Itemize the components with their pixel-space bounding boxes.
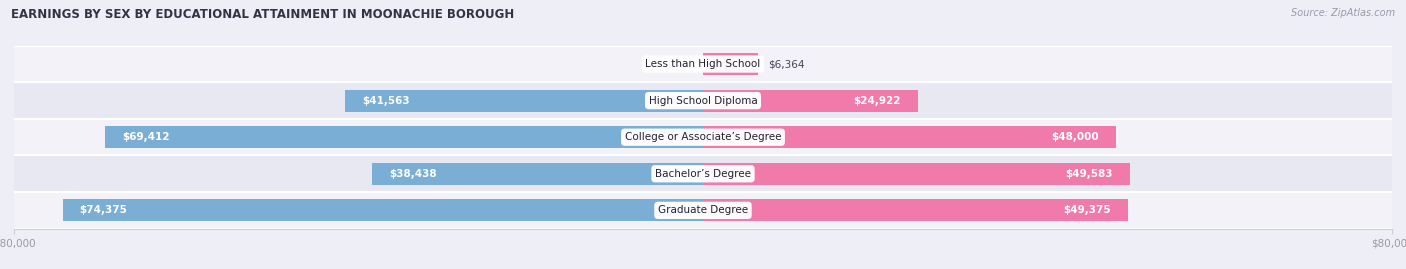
Text: Less than High School: Less than High School: [645, 59, 761, 69]
Bar: [373, 163, 703, 185]
Text: $24,922: $24,922: [853, 95, 900, 106]
Text: $38,438: $38,438: [389, 169, 437, 179]
Text: High School Diploma: High School Diploma: [648, 95, 758, 106]
Text: $6,364: $6,364: [768, 59, 804, 69]
Text: $74,375: $74,375: [80, 205, 128, 215]
Text: $41,563: $41,563: [363, 95, 411, 106]
Bar: [344, 90, 703, 112]
Text: College or Associate’s Degree: College or Associate’s Degree: [624, 132, 782, 142]
FancyBboxPatch shape: [14, 46, 1392, 82]
Text: $49,583: $49,583: [1066, 169, 1112, 179]
FancyBboxPatch shape: [14, 82, 1392, 119]
Text: $69,412: $69,412: [122, 132, 170, 142]
Bar: [703, 53, 758, 75]
Bar: [703, 126, 1116, 148]
Bar: [105, 126, 703, 148]
Text: $0: $0: [679, 59, 693, 69]
Text: Graduate Degree: Graduate Degree: [658, 205, 748, 215]
Text: EARNINGS BY SEX BY EDUCATIONAL ATTAINMENT IN MOONACHIE BOROUGH: EARNINGS BY SEX BY EDUCATIONAL ATTAINMEN…: [11, 8, 515, 21]
Text: Bachelor’s Degree: Bachelor’s Degree: [655, 169, 751, 179]
FancyBboxPatch shape: [14, 192, 1392, 229]
Bar: [62, 199, 703, 221]
Text: $48,000: $48,000: [1052, 132, 1099, 142]
Text: $49,375: $49,375: [1063, 205, 1111, 215]
Bar: [703, 163, 1130, 185]
FancyBboxPatch shape: [14, 155, 1392, 192]
Bar: [703, 199, 1128, 221]
FancyBboxPatch shape: [14, 119, 1392, 155]
Bar: [703, 90, 918, 112]
Text: Source: ZipAtlas.com: Source: ZipAtlas.com: [1291, 8, 1395, 18]
